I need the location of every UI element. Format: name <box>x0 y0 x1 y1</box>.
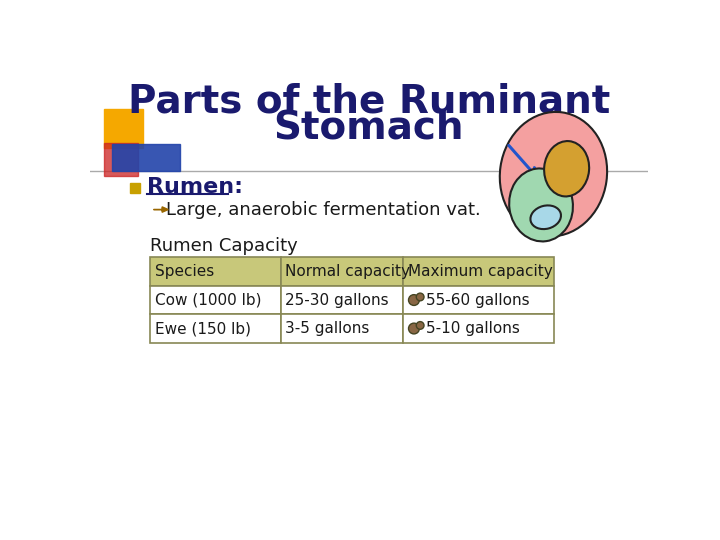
Ellipse shape <box>544 141 589 197</box>
Bar <box>112 144 180 171</box>
Circle shape <box>408 295 419 306</box>
Text: Normal capacity: Normal capacity <box>285 264 410 279</box>
Bar <box>403 257 554 286</box>
Circle shape <box>416 322 424 329</box>
Bar <box>130 183 140 193</box>
Bar <box>281 257 403 286</box>
Bar <box>150 314 281 343</box>
Text: Maximum capacity: Maximum capacity <box>408 264 552 279</box>
Text: Rumen Capacity: Rumen Capacity <box>150 237 298 255</box>
Bar <box>281 286 403 314</box>
Text: Parts of the Ruminant: Parts of the Ruminant <box>128 83 610 121</box>
Bar <box>104 143 138 177</box>
Ellipse shape <box>500 112 607 237</box>
Bar <box>403 286 554 314</box>
Text: Stomach: Stomach <box>274 109 464 147</box>
Text: 25-30 gallons: 25-30 gallons <box>285 293 389 308</box>
Ellipse shape <box>531 205 561 229</box>
Text: Cow (1000 lb): Cow (1000 lb) <box>155 293 261 308</box>
Bar <box>403 314 554 343</box>
Circle shape <box>408 323 419 334</box>
Ellipse shape <box>509 168 573 241</box>
Text: Rumen:: Rumen: <box>148 177 243 197</box>
Text: Ewe (150 lb): Ewe (150 lb) <box>155 321 251 336</box>
Text: Species: Species <box>155 264 215 279</box>
Text: Large, anaerobic fermentation vat.: Large, anaerobic fermentation vat. <box>166 200 481 219</box>
Text: 55-60 gallons: 55-60 gallons <box>426 293 530 308</box>
Text: 5-10 gallons: 5-10 gallons <box>426 321 521 336</box>
Text: 3-5 gallons: 3-5 gallons <box>285 321 369 336</box>
Circle shape <box>416 293 424 301</box>
Bar <box>104 110 143 148</box>
FancyArrow shape <box>153 207 168 212</box>
Bar <box>281 314 403 343</box>
Bar <box>150 257 281 286</box>
Bar <box>150 286 281 314</box>
